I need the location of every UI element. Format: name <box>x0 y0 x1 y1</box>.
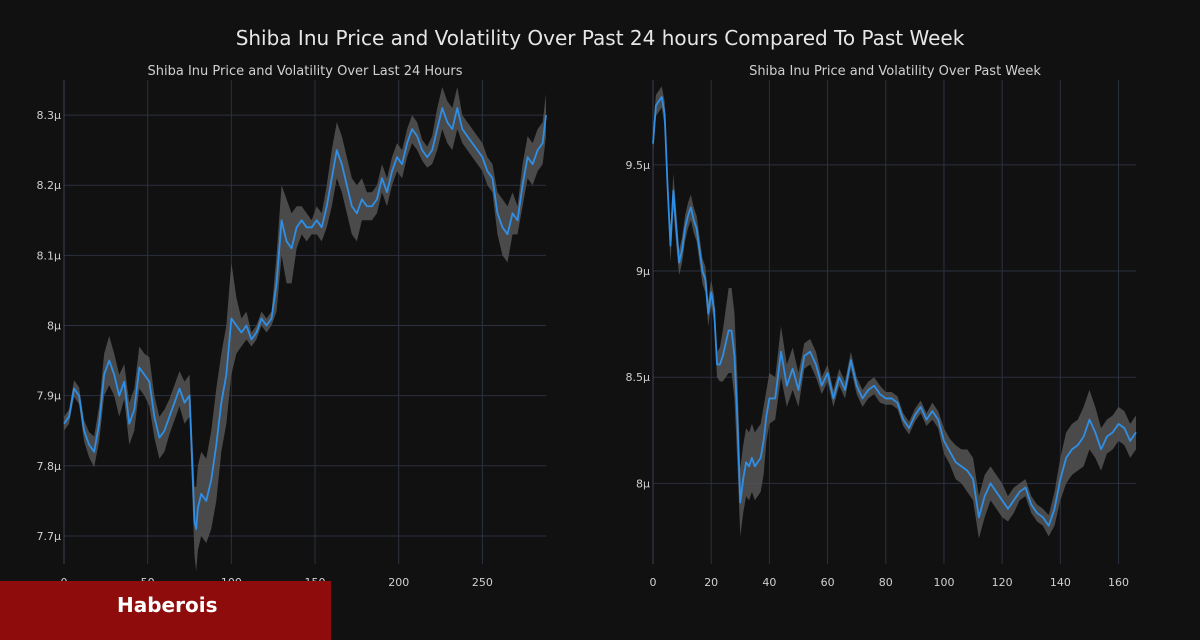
panel-2-xtick-label: 0 <box>650 576 657 589</box>
panel-1-ytick-label: 7.7µ <box>37 530 62 543</box>
brand-name: Haberois <box>117 593 218 617</box>
panel-2-xtick-label: 120 <box>992 576 1013 589</box>
panel-2-xtick-label: 80 <box>879 576 893 589</box>
panel-2-xtick-label: 60 <box>821 576 835 589</box>
panel-1-price-line <box>63 107 547 530</box>
panel-1-ytick-label: 8.3µ <box>37 109 62 122</box>
panel-2-xtick-label: 140 <box>1050 576 1071 589</box>
panel-2-xtick-label: 160 <box>1108 576 1129 589</box>
panel-1-ytick-label: 8µ <box>47 320 61 333</box>
panel-2-ytick-label: 9µ <box>636 265 650 278</box>
panel-2-ytick-label: 8.5µ <box>626 371 651 384</box>
panel-1-xtick-label: 200 <box>388 576 409 589</box>
panel-1-volatility-band <box>64 87 546 572</box>
panel-1-xtick-label: 250 <box>472 576 493 589</box>
panel-2-ytick-label: 8µ <box>636 477 650 490</box>
panel-2-price-line <box>652 96 1137 527</box>
panel-2-xtick-label: 100 <box>933 576 954 589</box>
panel-1-title: Shiba Inu Price and Volatility Over Last… <box>148 64 463 79</box>
panel-2-ytick-label: 9.5µ <box>626 159 651 172</box>
brand-banner: Haberois <box>0 581 331 640</box>
panel-2-title: Shiba Inu Price and Volatility Over Past… <box>749 64 1041 79</box>
panel-1-ytick-label: 8.2µ <box>37 179 62 192</box>
panel-1-ytick-label: 7.9µ <box>37 390 62 403</box>
panel-2-xtick-label: 40 <box>762 576 776 589</box>
figure-title: Shiba Inu Price and Volatility Over Past… <box>235 26 965 50</box>
panel-1-ytick-label: 7.8µ <box>37 460 62 473</box>
panel-2-xtick-label: 20 <box>704 576 718 589</box>
panel-1-ytick-label: 8.1µ <box>37 249 62 262</box>
